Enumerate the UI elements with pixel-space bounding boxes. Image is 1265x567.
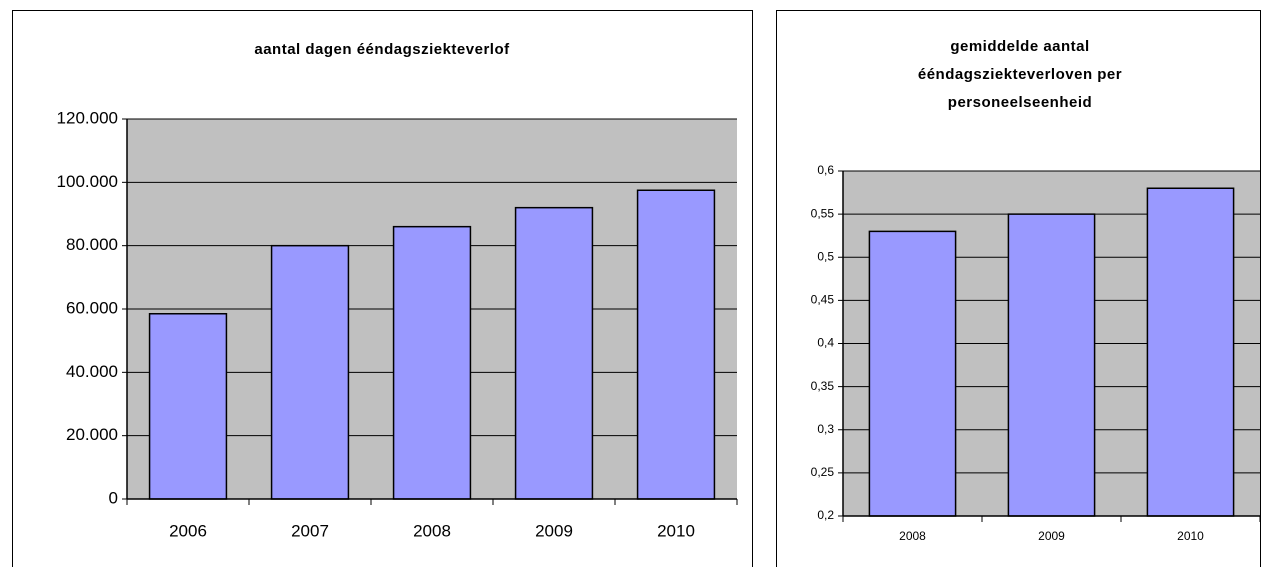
bar xyxy=(148,313,228,500)
bar xyxy=(868,230,957,517)
y-tick-label: 80.000 xyxy=(66,235,118,254)
y-tick-label: 100.000 xyxy=(57,172,118,191)
y-tick-label: 20.000 xyxy=(66,425,118,444)
chart-title: aantal dagen ééndagsziekteverlof xyxy=(254,41,510,58)
y-tick-label: 0,35 xyxy=(811,379,835,393)
x-tick-label: 2010 xyxy=(1177,529,1204,543)
x-tick-label: 2010 xyxy=(657,521,695,540)
y-tick-label: 0,5 xyxy=(817,249,834,263)
bar xyxy=(392,225,472,500)
y-tick-label: 120.000 xyxy=(57,108,118,127)
x-tick-label: 2007 xyxy=(291,521,329,540)
bar xyxy=(1007,213,1096,517)
y-tick-label: 0,6 xyxy=(817,163,834,177)
y-tick-label: 40.000 xyxy=(66,362,118,381)
chart-title: ééndagsziekteverloven per xyxy=(918,66,1122,83)
bar xyxy=(514,206,594,500)
y-tick-label: 0 xyxy=(109,488,118,507)
x-tick-label: 2008 xyxy=(899,529,926,543)
y-tick-label: 0,4 xyxy=(817,336,834,350)
y-tick-label: 0,3 xyxy=(817,422,834,436)
x-tick-label: 2008 xyxy=(413,521,451,540)
chart-title: gemiddelde aantal xyxy=(950,38,1089,55)
bar xyxy=(1146,187,1235,517)
y-tick-label: 0,55 xyxy=(811,206,835,220)
y-tick-label: 0,45 xyxy=(811,293,835,307)
y-tick-label: 0,25 xyxy=(811,465,835,479)
x-tick-label: 2009 xyxy=(1038,529,1065,543)
bar xyxy=(636,189,716,500)
bar xyxy=(270,244,350,500)
chart-title: personeelseenheid xyxy=(948,94,1092,111)
x-tick-label: 2009 xyxy=(535,521,573,540)
y-tick-label: 60.000 xyxy=(66,298,118,317)
x-tick-label: 2006 xyxy=(169,521,207,540)
y-tick-label: 0,2 xyxy=(817,508,834,522)
